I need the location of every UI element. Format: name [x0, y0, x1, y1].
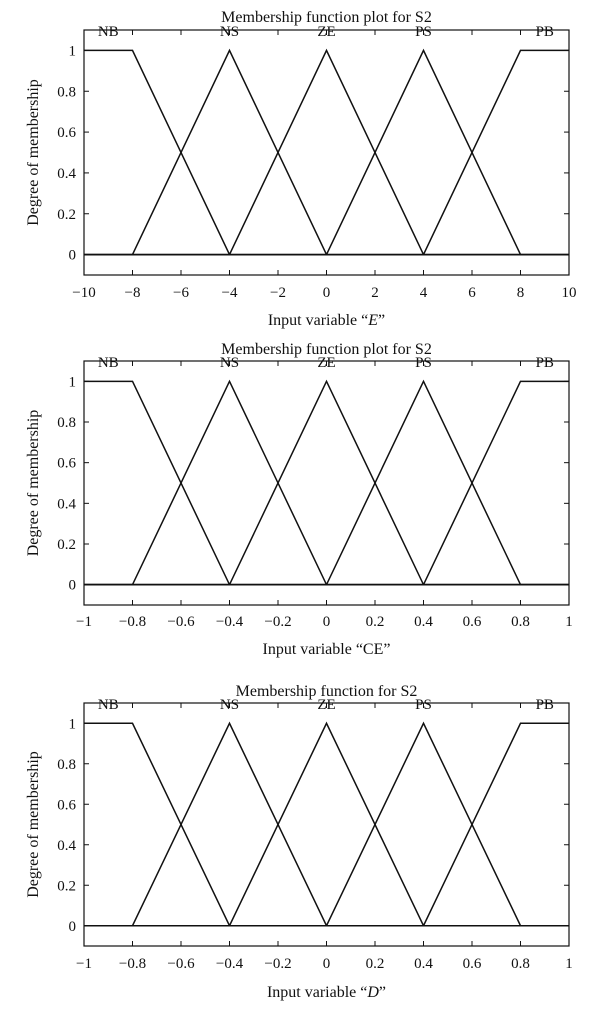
x-tick-label: 0.8 — [511, 956, 530, 972]
y-tick-label: 0 — [69, 919, 77, 935]
chart-panel-1: Membership function plot for S2 −10 −8 −6 −4… — [25, 9, 577, 329]
y-tick-label: 0.6 — [57, 125, 76, 141]
series-label-ze: ZE — [317, 697, 335, 713]
x-tick-label: 0 — [323, 614, 331, 630]
x-axis-label-variable: D — [366, 984, 379, 1001]
series-label-pb: PB — [536, 24, 554, 40]
x-axis-label-prefix: Input variable “ — [268, 312, 368, 329]
y-tick-label: 0.8 — [57, 415, 76, 431]
x-tick-label: −6 — [173, 285, 189, 301]
x-tick-label: −0.6 — [167, 956, 195, 972]
y-tick-label: 1 — [69, 43, 77, 59]
x-tick-label: −1 — [76, 614, 92, 630]
chart-title: Membership function plot for S2 — [221, 9, 432, 26]
y-tick-label: 0 — [69, 248, 77, 264]
y-tick-label: 0.8 — [57, 757, 76, 773]
x-tick-label: −0.2 — [264, 614, 291, 630]
x-tick-label: 8 — [517, 285, 525, 301]
y-tick-label: 0.2 — [57, 878, 76, 894]
x-axis-label: Input variable “D” — [267, 984, 386, 1001]
y-axis-label: Degree of membership — [25, 410, 42, 557]
x-axis-label: Input variable “CE” — [263, 641, 391, 658]
y-axis-label: Degree of membership — [25, 79, 42, 226]
x-tick-label: −0.8 — [119, 956, 146, 972]
y-tick-label: 1 — [69, 716, 77, 732]
x-tick-label: 6 — [468, 285, 476, 301]
x-tick-label: −4 — [222, 285, 238, 301]
y-tick-label: 0.6 — [57, 456, 76, 472]
x-tick-label: 0.4 — [414, 614, 433, 630]
series-label-ze: ZE — [317, 355, 335, 371]
x-tick-label: 0.2 — [366, 956, 385, 972]
series-line-pb — [84, 722, 569, 927]
chart-panel-3: Membership function for S2 −1 −0.8 −0.6 −0.4… — [25, 683, 573, 1001]
y-tick-label: 0.2 — [57, 207, 76, 223]
series-label-ps: PS — [415, 355, 432, 371]
x-tick-label: 0.6 — [463, 956, 482, 972]
x-axis-label-prefix: Input variable “ — [267, 984, 367, 1001]
x-axis-label-suffix: ” — [378, 312, 385, 329]
x-axis-label-variable: E — [367, 312, 378, 329]
series-label-ns: NS — [220, 355, 239, 371]
y-tick-label: 0.6 — [57, 797, 76, 813]
x-tick-label: 10 — [562, 285, 577, 301]
x-tick-label: −0.2 — [264, 956, 291, 972]
series-label-ps: PS — [415, 697, 432, 713]
x-tick-label: −0.4 — [216, 614, 244, 630]
x-tick-label: 0 — [323, 285, 331, 301]
series-label-ns: NS — [220, 697, 239, 713]
y-axis-label: Degree of membership — [25, 751, 42, 898]
chart-panel-2: Membership function plot for S2 −1 −0.8 −0.… — [25, 341, 573, 658]
x-tick-label: 2 — [371, 285, 379, 301]
y-tick-label: 0 — [69, 578, 77, 594]
series-label-ps: PS — [415, 24, 432, 40]
x-axis-label-prefix: Input variable “CE” — [263, 641, 391, 658]
x-tick-label: −8 — [125, 285, 141, 301]
y-tick-label: 0.4 — [57, 166, 76, 182]
series-label-nb: NB — [98, 697, 119, 713]
series-label-nb: NB — [98, 355, 119, 371]
x-tick-label: 0.6 — [463, 614, 482, 630]
y-tick-label: 0.8 — [57, 84, 76, 100]
x-tick-label: 1 — [565, 614, 573, 630]
x-tick-label: 0.4 — [414, 956, 433, 972]
y-tick-label: 0.2 — [57, 537, 76, 553]
x-tick-label: 0.2 — [366, 614, 385, 630]
chart-title: Membership function plot for S2 — [221, 341, 432, 358]
series-label-pb: PB — [536, 355, 554, 371]
series-label-nb: NB — [98, 24, 119, 40]
x-tick-label: −0.4 — [216, 956, 244, 972]
y-tick-label: 0.4 — [57, 496, 76, 512]
x-tick-label: 1 — [565, 956, 573, 972]
x-tick-label: 0.8 — [511, 614, 530, 630]
chart-title: Membership function for S2 — [236, 683, 418, 700]
x-tick-label: −10 — [72, 285, 95, 301]
x-tick-label: −2 — [270, 285, 286, 301]
series-line-pb — [84, 380, 569, 586]
x-tick-label: −0.6 — [167, 614, 195, 630]
series-label-ns: NS — [220, 24, 239, 40]
y-tick-label: 0.4 — [57, 838, 76, 854]
x-tick-label: 0 — [323, 956, 331, 972]
x-axis-label-suffix: ” — [379, 984, 386, 1001]
x-tick-label: 4 — [420, 285, 428, 301]
x-axis-label: Input variable “E” — [268, 312, 385, 329]
series-label-pb: PB — [536, 697, 554, 713]
y-tick-label: 1 — [69, 374, 77, 390]
series-line-pb — [84, 49, 569, 256]
x-tick-label: −1 — [76, 956, 92, 972]
x-tick-label: −0.8 — [119, 614, 146, 630]
series-label-ze: ZE — [317, 24, 335, 40]
